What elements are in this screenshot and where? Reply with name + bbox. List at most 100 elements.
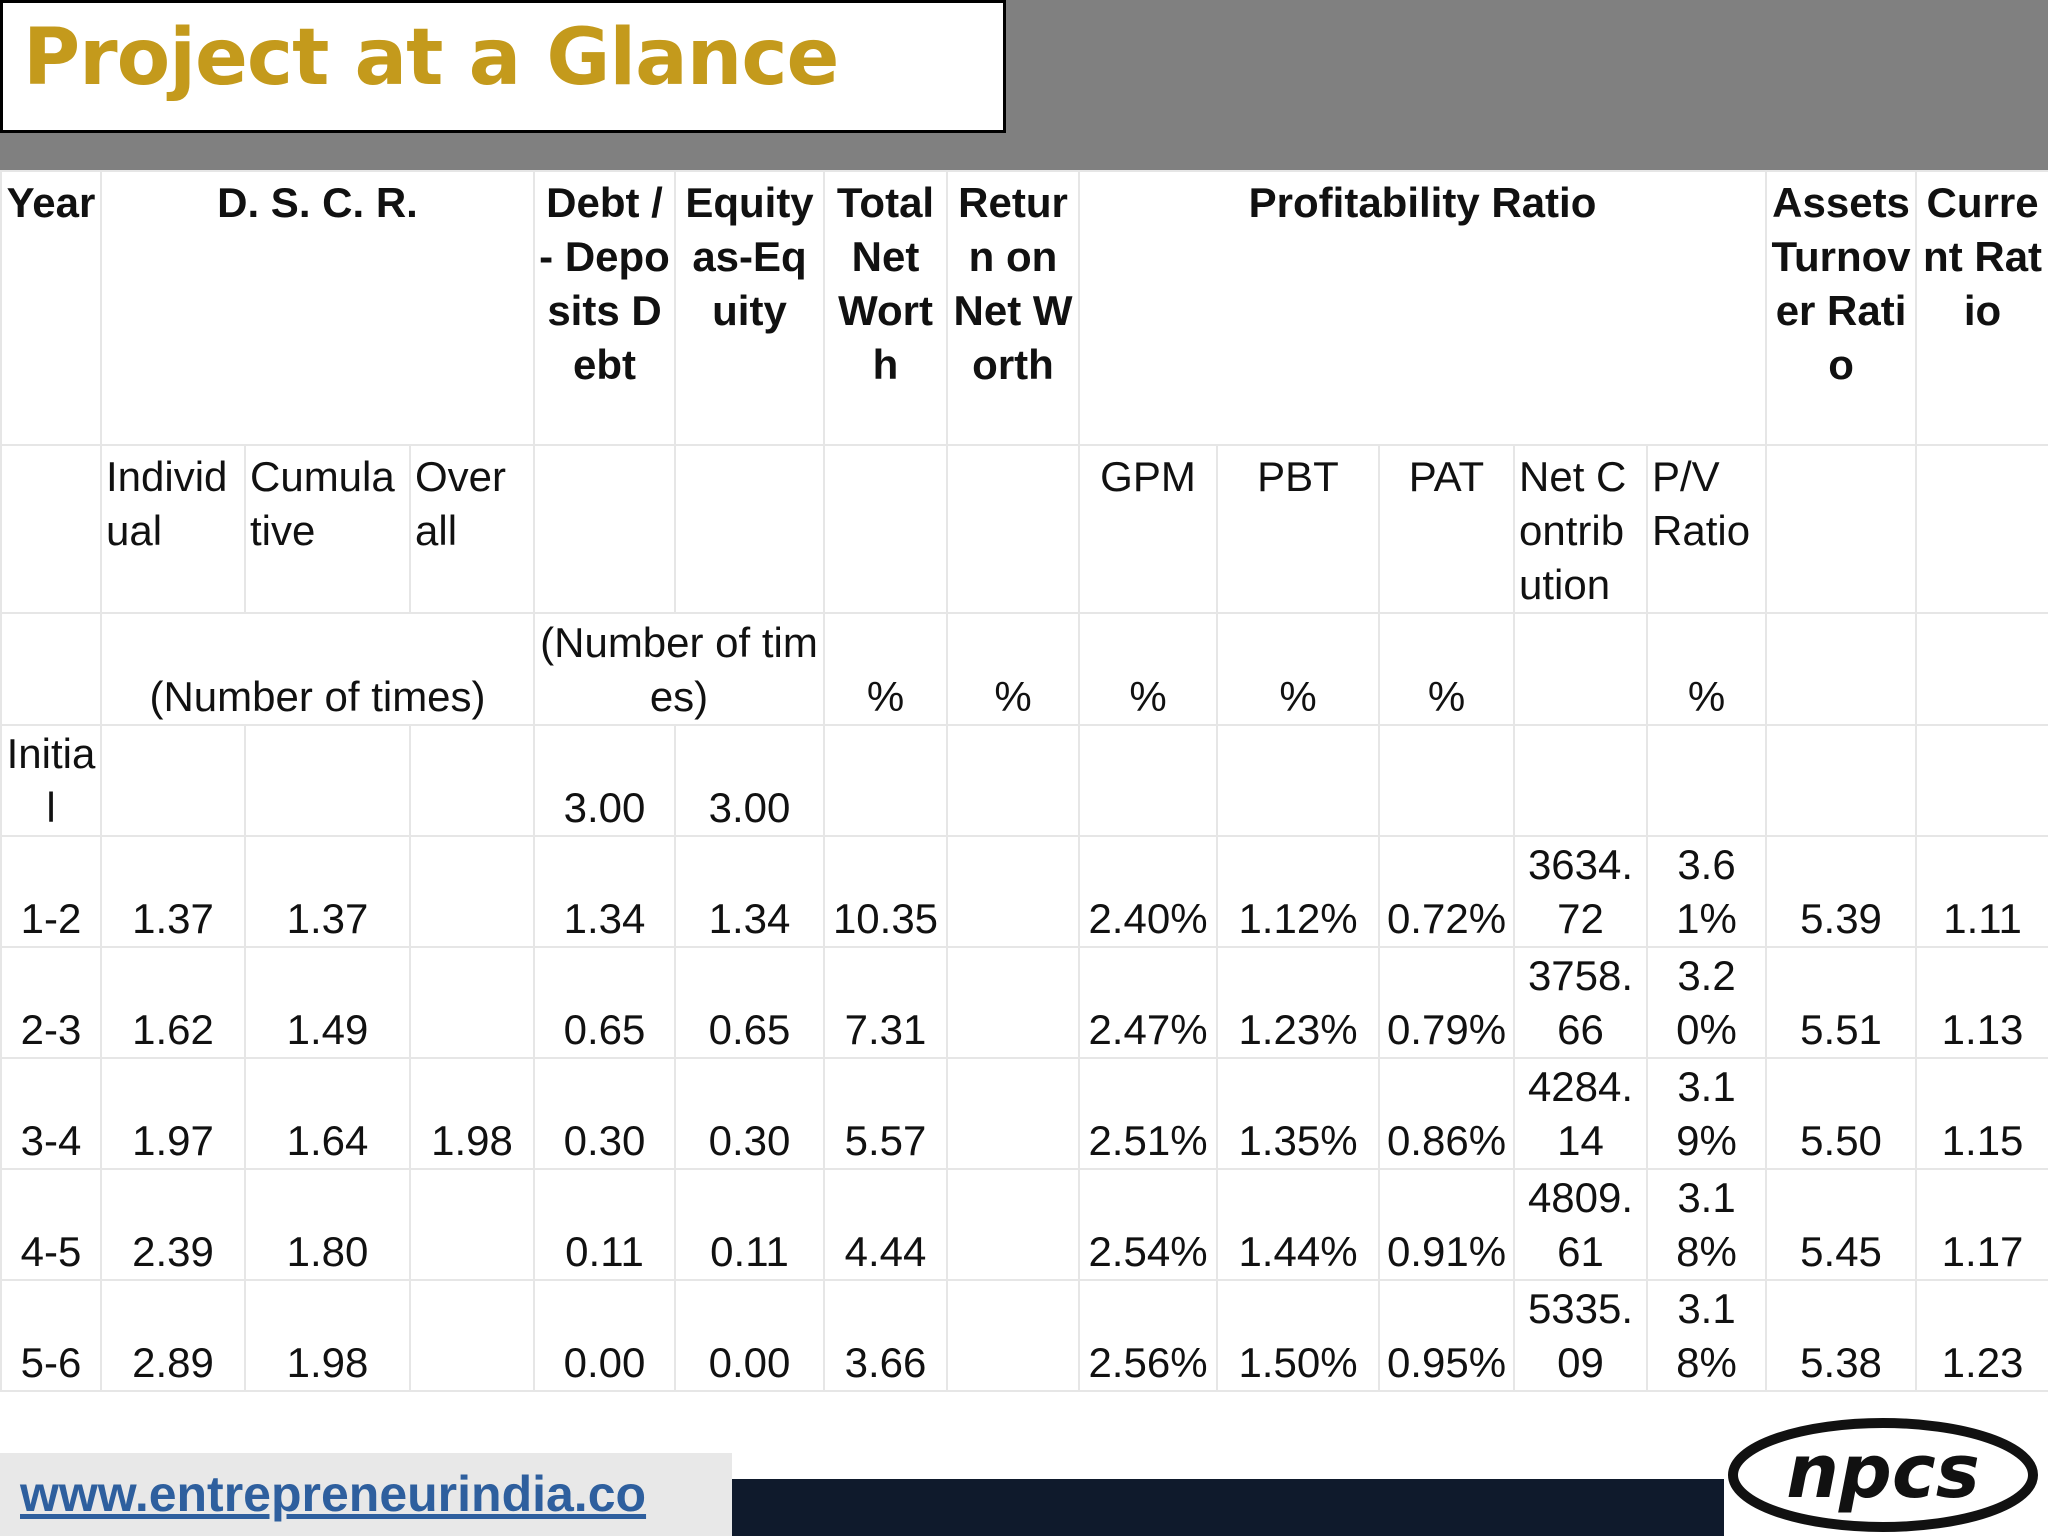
sub-header: PBT	[1216, 444, 1380, 614]
data-row: 1-2 1.37 1.37 1.34 1.34 10.35 2.40% 1.12% 0.72% 3…	[0, 835, 2048, 948]
year-cell: 4-5	[0, 1168, 102, 1281]
value-cell: 0.30	[533, 1057, 676, 1170]
value-cell: 3.18%	[1645, 1279, 1768, 1392]
value-cell	[946, 724, 1080, 837]
value-cell: 4809.61	[1513, 1168, 1648, 1281]
subheader-row: Individual Cumulative Overall GPM PBT PAT Net …	[0, 444, 2048, 614]
value-cell: 2.39	[100, 1168, 246, 1281]
empty-cell	[0, 612, 102, 726]
value-cell	[946, 835, 1080, 948]
value-cell: 5.38	[1765, 1279, 1918, 1392]
data-row: 5-6 2.89 1.98 0.00 0.00 3.66 2.56% 1.50% 0.95% 53…	[0, 1279, 2048, 1392]
value-cell: 0.11	[533, 1168, 676, 1281]
sub-header: Net Contribution	[1513, 444, 1648, 614]
column-header: Equity as-Equity	[674, 170, 825, 446]
value-cell: 0.79%	[1378, 946, 1515, 1059]
value-cell: 1.11	[1915, 835, 2048, 948]
value-cell: 1.37	[100, 835, 246, 948]
value-cell: 3.00	[533, 724, 676, 837]
value-cell: 1.80	[244, 1168, 411, 1281]
column-header: D. S. C. R.	[100, 170, 535, 446]
data-row: 2-3 1.62 1.49 0.65 0.65 7.31 2.47% 1.23% 0.79% 37…	[0, 946, 2048, 1059]
value-cell	[100, 724, 246, 837]
value-cell	[409, 946, 535, 1059]
value-cell: 1.17	[1915, 1168, 2048, 1281]
value-cell	[409, 1168, 535, 1281]
value-cell: 1.35%	[1216, 1057, 1380, 1170]
value-cell: 1.98	[244, 1279, 411, 1392]
value-cell	[1765, 724, 1918, 837]
value-cell: 3.18%	[1645, 1168, 1768, 1281]
header-row: Year D. S. C. R. Debt / - Deposits Debt Equ…	[0, 170, 2048, 446]
value-cell	[1216, 724, 1380, 837]
value-cell	[1078, 724, 1218, 837]
value-cell: 1.12%	[1216, 835, 1380, 948]
value-cell: 3758.66	[1513, 946, 1648, 1059]
year-cell: 3-4	[0, 1057, 102, 1170]
value-cell	[244, 724, 411, 837]
value-cell: 1.64	[244, 1057, 411, 1170]
value-cell: 1.50%	[1216, 1279, 1380, 1392]
data-row: 3-4 1.97 1.64 1.98 0.30 0.30 5.57 2.51% 1.35% 0.8…	[0, 1057, 2048, 1170]
value-cell: 2.47%	[1078, 946, 1218, 1059]
sub-header: P/V Ratio	[1645, 444, 1768, 614]
value-cell: 1.34	[674, 835, 825, 948]
empty-cell	[0, 444, 102, 614]
value-cell	[1513, 724, 1648, 837]
value-cell: 5.50	[1765, 1057, 1918, 1170]
value-cell: 0.11	[674, 1168, 825, 1281]
value-cell: 5335.09	[1513, 1279, 1648, 1392]
value-cell	[946, 1057, 1080, 1170]
value-cell: 1.44%	[1216, 1168, 1380, 1281]
column-header: Return on Net Worth	[946, 170, 1080, 446]
value-cell: 1.62	[100, 946, 246, 1059]
value-cell: 1.23%	[1216, 946, 1380, 1059]
value-cell: 3.20%	[1645, 946, 1768, 1059]
value-cell: 3.61%	[1645, 835, 1768, 948]
value-cell: 4284.14	[1513, 1057, 1648, 1170]
value-cell: 2.40%	[1078, 835, 1218, 948]
unit-row: (Number of times) (Number of times)%%%%%%	[0, 612, 2048, 726]
value-cell	[946, 1279, 1080, 1392]
column-header: Total Net Worth	[823, 170, 948, 446]
value-cell: 1.37	[244, 835, 411, 948]
value-cell: 1.15	[1915, 1057, 2048, 1170]
value-cell: 2.56%	[1078, 1279, 1218, 1392]
unit-label: %	[823, 612, 948, 726]
empty-cell	[1915, 612, 2048, 726]
value-cell	[946, 1168, 1080, 1281]
value-cell	[409, 724, 535, 837]
value-cell: 0.72%	[1378, 835, 1515, 948]
value-cell: 0.00	[533, 1279, 676, 1392]
column-header: Debt / - Deposits Debt	[533, 170, 676, 446]
value-cell	[946, 946, 1080, 1059]
column-header: Current Ratio	[1915, 170, 2048, 446]
data-table: Year D. S. C. R. Debt / - Deposits Debt Equ…	[0, 170, 2048, 1392]
empty-cell	[674, 444, 825, 614]
value-cell	[1915, 724, 2048, 837]
year-cell: 1-2	[0, 835, 102, 948]
value-cell: 0.95%	[1378, 1279, 1515, 1392]
value-cell: 0.86%	[1378, 1057, 1515, 1170]
value-cell: 3.19%	[1645, 1057, 1768, 1170]
column-header: Year	[0, 170, 102, 446]
value-cell: 2.89	[100, 1279, 246, 1392]
empty-cell	[1765, 444, 1918, 614]
logo-text: npcs	[1786, 1429, 1980, 1515]
title-box: Project at a Glance	[0, 0, 1006, 133]
value-cell: 0.30	[674, 1057, 825, 1170]
sub-header: Individual	[100, 444, 246, 614]
data-row: 4-5 2.39 1.80 0.11 0.11 4.44 2.54% 1.44% 0.91% 48…	[0, 1168, 2048, 1281]
column-header: Assets Turnover Ratio	[1765, 170, 1918, 446]
logo: npcs	[1728, 1418, 2038, 1532]
empty-cell	[946, 444, 1080, 614]
value-cell	[823, 724, 948, 837]
value-cell: 5.39	[1765, 835, 1918, 948]
value-cell: 5.51	[1765, 946, 1918, 1059]
unit-label: %	[1078, 612, 1218, 726]
value-cell: 1.13	[1915, 946, 2048, 1059]
value-cell: 0.91%	[1378, 1168, 1515, 1281]
value-cell: 2.51%	[1078, 1057, 1218, 1170]
unit-label: %	[1645, 612, 1768, 726]
footer-url[interactable]: www.entrepreneurindia.co	[20, 1466, 647, 1522]
